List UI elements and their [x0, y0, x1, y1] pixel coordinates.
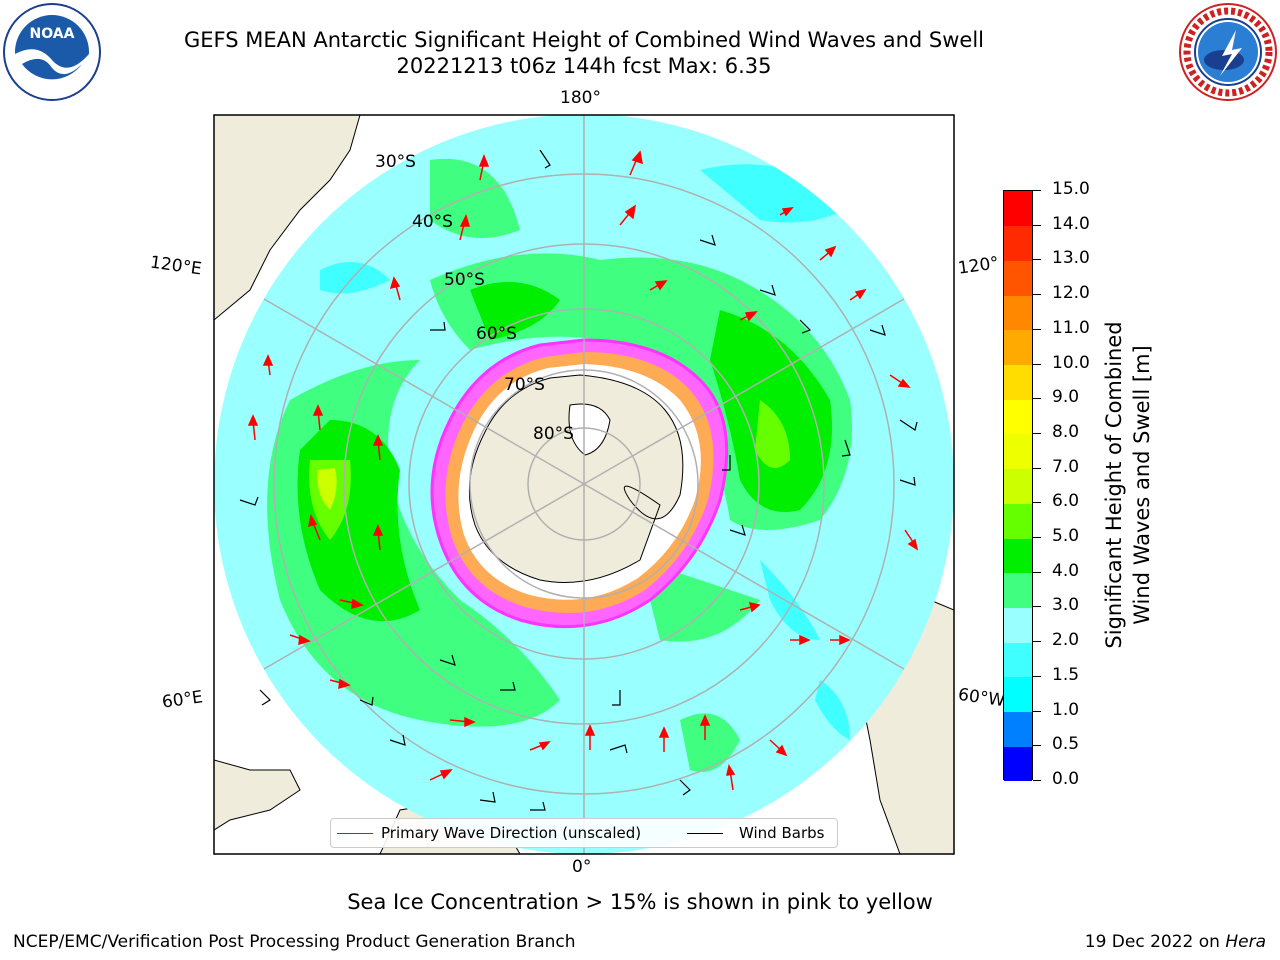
colorbar-tick-label: 12.0 [1052, 283, 1090, 304]
colorbar-tick-label: 7.0 [1052, 456, 1080, 477]
noaa-logo: NOAA [3, 3, 101, 101]
colorbar-tick [1033, 606, 1041, 608]
colorbar-tick [1033, 710, 1041, 712]
colorbar-tick-label: 10.0 [1052, 352, 1090, 373]
chart-title: GEFS MEAN Antarctic Significant Height o… [183, 28, 985, 52]
colorbar-tick [1033, 467, 1041, 469]
colorbar-segment [1004, 260, 1032, 296]
wave-direction-legend-label: Primary Wave Direction (unscaled) [381, 824, 642, 842]
colorbar-segment [1004, 503, 1032, 539]
colorbar-segment [1004, 433, 1032, 470]
wave-direction-legend-swatch [337, 833, 373, 834]
lon-label-0: 0° [572, 857, 592, 877]
colorbar-tick-label: 6.0 [1052, 491, 1080, 512]
colorbar-tick [1033, 780, 1041, 781]
colorbar-title-line2: Wind Waves and Swell [m] [1130, 345, 1154, 625]
wave-band-6m [317, 468, 337, 510]
footer-date-text: 19 Dec 2022 on [1084, 932, 1226, 952]
colorbar-segment [1004, 329, 1032, 366]
colorbar-segment [1004, 191, 1032, 227]
colorbar-tick-label: 9.0 [1052, 387, 1080, 408]
sea-ice-note: Sea Ice Concentration > 15% is shown in … [347, 890, 933, 914]
colorbar-segment [1004, 746, 1032, 782]
colorbar-tick-label: 0.0 [1052, 769, 1080, 789]
nws-logo [1179, 3, 1277, 101]
colorbar [1003, 190, 1033, 782]
colorbar-tick [1033, 294, 1041, 296]
colorbar-segment [1004, 607, 1032, 643]
colorbar-segment [1004, 676, 1032, 713]
ross-ice-shelf [568, 403, 611, 456]
colorbar-tick [1033, 641, 1041, 643]
colorbar-segment [1004, 711, 1032, 747]
colorbar-segment [1004, 538, 1032, 574]
chart-subtitle: 20221213 t06z 144h fcst Max: 6.35 [396, 54, 772, 78]
colorbar-segment [1004, 399, 1032, 435]
colorbar-segment [1004, 225, 1032, 261]
colorbar-tick [1033, 675, 1041, 677]
colorbar-tick-label: 5.0 [1052, 526, 1080, 547]
colorbar-tick-label: 1.0 [1052, 699, 1080, 720]
colorbar-tick [1033, 259, 1041, 261]
noaa-logo-text: NOAA [30, 26, 75, 42]
lat-label-60s: 60°S [476, 324, 517, 344]
footer-machine: Hera [1225, 932, 1266, 952]
colorbar-tick-label: 14.0 [1052, 213, 1090, 234]
colorbar-tick-label: 1.5 [1052, 664, 1080, 685]
colorbar-tick [1033, 398, 1041, 400]
colorbar-title: Significant Height of Combined Wind Wave… [1100, 321, 1156, 648]
wind-barbs [239, 149, 918, 811]
footer-date: 19 Dec 2022 on Hera [1085, 932, 1266, 952]
colorbar-tick [1033, 363, 1041, 365]
colorbar-segment [1004, 364, 1032, 400]
colorbar-tick [1033, 537, 1041, 539]
map-frame [213, 114, 955, 855]
colorbar-tick [1033, 745, 1041, 747]
colorbar-tick-label: 8.0 [1052, 421, 1080, 442]
colorbar-tick-label: 2.0 [1052, 630, 1080, 651]
colorbar-segment [1004, 642, 1032, 678]
colorbar-tick-label: 15.0 [1052, 179, 1090, 199]
footer-organization: NCEP/EMC/Verification Post Processing Pr… [13, 932, 576, 952]
colorbar-tick-label: 3.0 [1052, 595, 1080, 616]
colorbar-segment [1004, 468, 1032, 504]
lat-label-30s: 30°S [375, 152, 416, 172]
colorbar-tick-label: 4.0 [1052, 560, 1080, 581]
wave-direction-arrows [247, 150, 919, 791]
colorbar-tick-label: 11.0 [1052, 317, 1090, 338]
colorbar-segment [1004, 295, 1032, 331]
lat-label-80s: 80°S [533, 424, 574, 444]
lon-label-180: 180° [560, 88, 601, 108]
colorbar-tick-label: 0.5 [1052, 734, 1080, 755]
wave-band-1p5to2m [320, 164, 860, 740]
africa-southern-tip [214, 759, 301, 831]
colorbar-tick [1033, 328, 1041, 330]
colorbar-title-line1: Significant Height of Combined [1102, 321, 1126, 649]
colorbar-tick [1033, 571, 1041, 573]
colorbar-tick-label: 13.0 [1052, 248, 1090, 269]
wind-barb-legend-label: Wind Barbs [739, 824, 825, 842]
wind-barb-legend-swatch [687, 833, 723, 834]
colorbar-segment [1004, 572, 1032, 608]
map-legend: Primary Wave Direction (unscaled) Wind B… [330, 818, 838, 848]
colorbar-tick [1033, 224, 1041, 226]
colorbar-tick [1033, 190, 1041, 191]
graticule [214, 115, 954, 854]
colorbar-tick [1033, 432, 1041, 434]
australia-landmass [214, 115, 361, 321]
colorbar-tick [1033, 502, 1041, 504]
lat-label-40s: 40°S [412, 212, 453, 232]
lat-label-70s: 70°S [504, 375, 545, 395]
lat-label-50s: 50°S [444, 270, 485, 290]
